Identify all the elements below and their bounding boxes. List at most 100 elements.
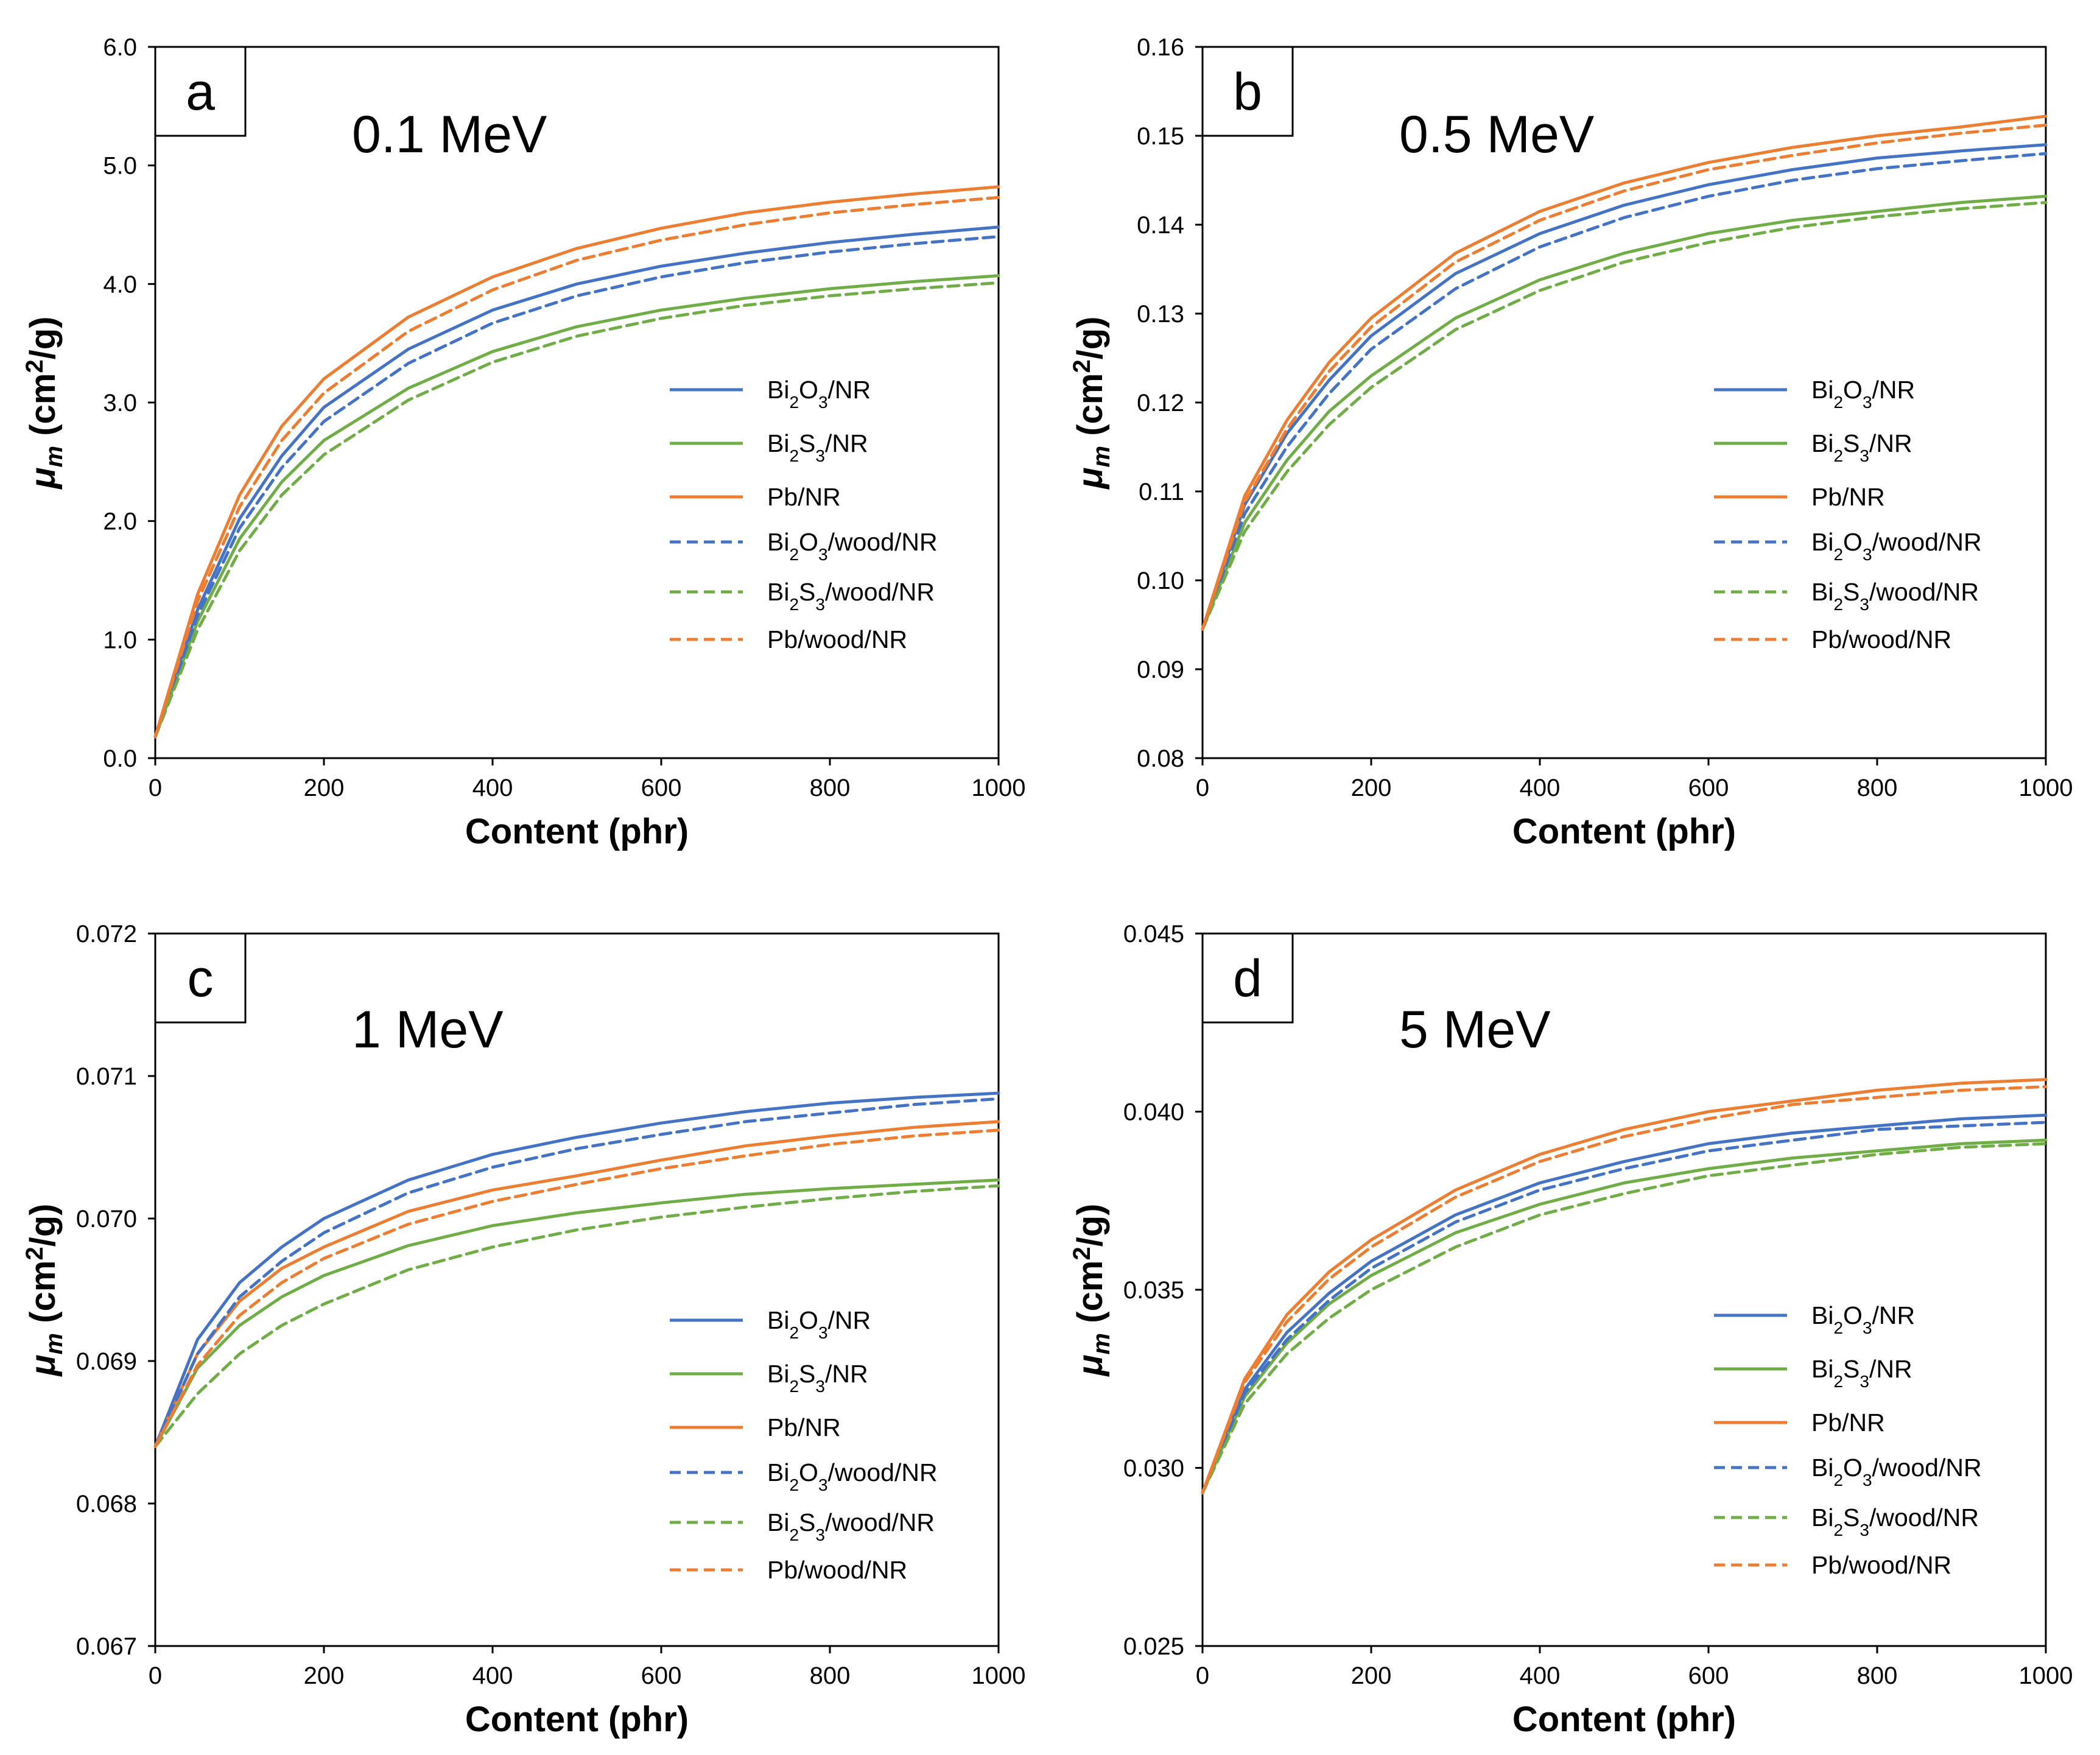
x-tick-label: 200 xyxy=(304,1662,345,1689)
y-axis-title: μm (cm2/g) xyxy=(21,317,68,490)
legend-entry: Bi2O3/NR xyxy=(767,376,871,412)
chart-title: 0.1 MeV xyxy=(352,105,547,164)
x-tick-label: 400 xyxy=(472,775,513,801)
legend-entry: Pb/wood/NR xyxy=(1811,1551,1951,1579)
y-tick-label: 0.072 xyxy=(76,921,137,948)
panel-letter-box xyxy=(154,932,247,1024)
legend-entry: Pb/NR xyxy=(1811,483,1885,511)
legend-entry: Bi2S3/NR xyxy=(1811,429,1912,465)
series-line-bi2s3-wood-nr xyxy=(153,1184,1000,1448)
legend-entry: Pb/wood/NR xyxy=(767,1556,907,1584)
plot-area-frame xyxy=(154,932,1000,1647)
series-line-pb-wood-nr xyxy=(1201,1085,2048,1494)
y-tick-label: 5.0 xyxy=(103,153,137,180)
y-tick-label: 0.035 xyxy=(1123,1277,1184,1304)
legend-entry: Bi2S3/wood/NR xyxy=(767,1508,935,1544)
legend-entry: Bi2O3/wood/NR xyxy=(1811,528,1982,564)
legend-entry: Bi2O3/NR xyxy=(767,1306,871,1342)
y-tick-label: 0.025 xyxy=(1123,1633,1184,1660)
y-tick-label: 0.030 xyxy=(1123,1455,1184,1482)
x-tick-label: 1000 xyxy=(972,1662,1026,1689)
series-line-bi2o3-wood-nr xyxy=(1201,1120,2048,1494)
x-tick-label: 0 xyxy=(149,1662,162,1689)
series-line-bi2o3-wood-nr xyxy=(153,235,1000,739)
series-line-bi2s3-wood-nr xyxy=(153,281,1000,739)
chart-panel-c: 0.067 0.068 0.069 0.070 0.071 0.072 0 200 400 600… xyxy=(21,921,1025,1739)
y-tick-label: 0.12 xyxy=(1137,390,1184,417)
chart-panel-b: 0.08 0.09 0.10 0.11 0.12 0.13 0.14 0.15 0.16 0 200… xyxy=(1069,34,2073,851)
series-line-bi2s3-wood-nr xyxy=(1201,1142,2048,1494)
legend-entry: Bi2S3/wood/NR xyxy=(1811,578,1979,614)
chart-panel-d: 0.025 0.030 0.035 0.040 0.045 0 200 400 600 800 10… xyxy=(1069,921,2073,1739)
chart-title: 1 MeV xyxy=(352,1001,504,1059)
x-tick-label: 200 xyxy=(1351,1662,1392,1689)
x-tick-label: 800 xyxy=(810,775,851,801)
x-tick-label: 0 xyxy=(149,775,162,801)
x-axis-title: Content (phr) xyxy=(1512,1700,1736,1739)
series-line-bi2o3-wood-nr xyxy=(1201,152,2048,631)
legend-entry: Bi2S3/wood/NR xyxy=(1811,1504,1979,1539)
legend-entry: Pb/NR xyxy=(767,1413,841,1441)
x-tick-label: 200 xyxy=(1351,775,1392,801)
y-tick-label: 0.0 xyxy=(103,745,137,772)
x-axis-title: Content (phr) xyxy=(1512,812,1736,851)
series-line-bi2o3-wood-nr xyxy=(153,1097,1000,1448)
series-line-pb-nr xyxy=(1201,114,2048,631)
x-tick-label: 0 xyxy=(1196,775,1209,801)
series-line-bi2o3-nr xyxy=(153,1091,1000,1448)
panel-letter-box xyxy=(154,46,247,137)
x-tick-label: 400 xyxy=(472,1662,513,1689)
series-line-pb-wood-nr xyxy=(1201,124,2048,631)
chart-title: 5 MeV xyxy=(1399,1001,1551,1059)
series-line-bi2s3-nr xyxy=(153,1178,1000,1448)
x-tick-label: 600 xyxy=(641,1662,682,1689)
y-tick-label: 0.08 xyxy=(1137,745,1184,772)
y-tick-label: 0.070 xyxy=(76,1206,137,1233)
panel-letter: a xyxy=(186,63,215,121)
panel-letter: c xyxy=(188,949,214,1008)
series-line-bi2o3-nr xyxy=(1201,143,2048,631)
y-tick-label: 0.071 xyxy=(76,1063,137,1090)
y-tick-label: 0.069 xyxy=(76,1348,137,1375)
legend-entry: Pb/NR xyxy=(767,483,841,511)
y-tick-label: 0.040 xyxy=(1123,1099,1184,1126)
y-tick-label: 0.15 xyxy=(1137,123,1184,150)
x-tick-label: 800 xyxy=(1857,1662,1898,1689)
y-tick-label: 0.045 xyxy=(1123,921,1184,948)
y-tick-label: 0.11 xyxy=(1139,479,1184,505)
y-tick-label: 0.10 xyxy=(1137,568,1184,594)
x-axis-title: Content (phr) xyxy=(465,1700,689,1739)
y-axis-title: μm (cm2/g) xyxy=(1069,1204,1115,1377)
x-tick-label: 600 xyxy=(1688,775,1729,801)
legend-entry: Bi2O3/NR xyxy=(1811,376,1915,412)
legend-entry: Bi2S3/NR xyxy=(767,429,868,465)
legend-entry: Bi2S3/wood/NR xyxy=(767,578,935,614)
legend-entry: Bi2O3/wood/NR xyxy=(1811,1454,1982,1489)
y-tick-label: 2.0 xyxy=(103,508,137,535)
x-tick-label: 1000 xyxy=(2019,775,2073,801)
x-axis-title: Content (phr) xyxy=(465,812,689,851)
panel-letter-box xyxy=(1201,46,1294,137)
legend-entry: Pb/NR xyxy=(1811,1409,1885,1437)
legend-entry: Bi2S3/NR xyxy=(767,1360,868,1396)
y-axis-title: μm (cm2/g) xyxy=(1069,317,1115,490)
series-line-bi2o3-nr xyxy=(1201,1113,2048,1494)
series-line-bi2s3-nr xyxy=(1201,194,2048,631)
chart-title: 0.5 MeV xyxy=(1399,105,1594,164)
panel-letter-box xyxy=(1201,932,1294,1024)
x-tick-label: 200 xyxy=(304,775,345,801)
legend-entry: Bi2O3/wood/NR xyxy=(767,528,938,564)
y-tick-label: 0.13 xyxy=(1137,301,1184,328)
y-tick-label: 0.068 xyxy=(76,1491,137,1518)
x-tick-label: 1000 xyxy=(972,775,1026,801)
series-line-bi2o3-nr xyxy=(153,225,1000,739)
chart-panel-a: 0.0 1.0 2.0 3.0 4.0 5.0 6.0 0 200 400 600 800 1000 Co… xyxy=(21,34,1025,851)
x-tick-label: 600 xyxy=(1688,1662,1729,1689)
legend-entry: Pb/wood/NR xyxy=(767,625,907,653)
series-line-pb-nr xyxy=(153,185,1000,739)
panel-letter: b xyxy=(1233,63,1262,121)
y-tick-label: 0.067 xyxy=(76,1633,137,1660)
x-tick-label: 800 xyxy=(810,1662,851,1689)
y-tick-label: 0.16 xyxy=(1137,34,1184,61)
